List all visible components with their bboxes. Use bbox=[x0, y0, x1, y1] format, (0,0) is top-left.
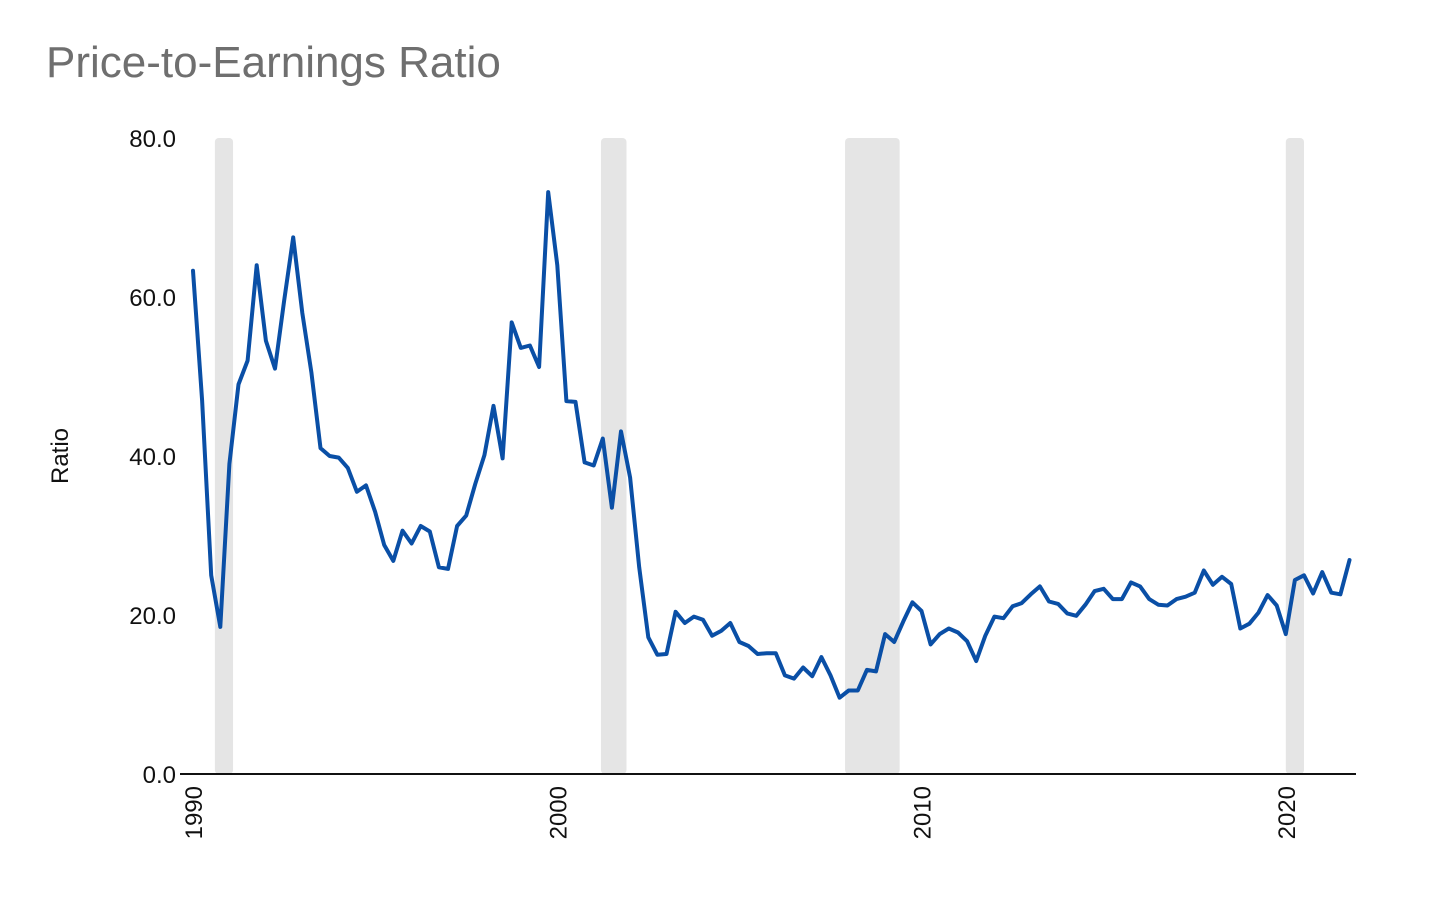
y-tick-label: 20.0 bbox=[129, 603, 176, 630]
y-axis-ticks: 0.0 20.0 40.0 60.0 80.0 bbox=[129, 126, 176, 789]
chart-title: Price-to-Earnings Ratio bbox=[46, 38, 501, 87]
x-tick-label: 2000 bbox=[545, 786, 572, 839]
recession-band bbox=[1285, 138, 1305, 774]
y-axis-label: Ratio bbox=[47, 428, 74, 484]
x-tick-label: 2010 bbox=[910, 786, 937, 839]
x-axis-ticks: 1990 2000 2010 2020 bbox=[181, 786, 1301, 839]
series-line bbox=[191, 190, 1352, 700]
x-tick-label: 1990 bbox=[181, 786, 208, 839]
y-tick-label: 40.0 bbox=[129, 444, 176, 471]
recession-band bbox=[600, 138, 627, 774]
y-tick-label: 80.0 bbox=[129, 126, 176, 153]
recession-band bbox=[845, 138, 900, 774]
x-tick-label: 2020 bbox=[1274, 786, 1301, 839]
y-tick-label: 0.0 bbox=[143, 762, 176, 789]
recession-bands bbox=[214, 138, 1305, 774]
y-tick-label: 60.0 bbox=[129, 285, 176, 312]
